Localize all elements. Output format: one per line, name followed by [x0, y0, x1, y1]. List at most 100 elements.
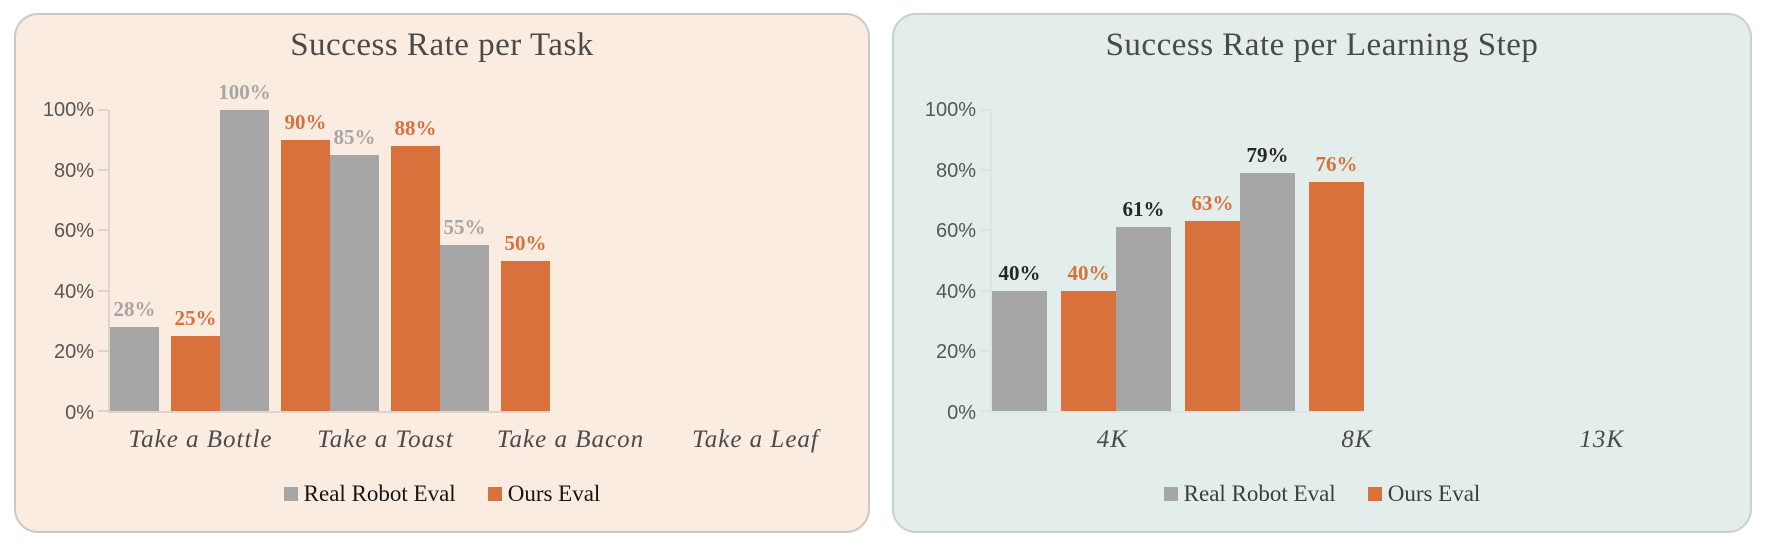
y-axis-tick-20 — [980, 349, 990, 352]
y-axis-tick-80 — [98, 169, 108, 172]
y-tick-label-20: 20% — [53, 341, 94, 364]
bar-rect-ours-eval-take-a-bacon — [391, 146, 440, 411]
bar-value-label-real-robot-eval-13k: 79% — [1246, 143, 1289, 168]
y-tick-label-80: 80% — [53, 159, 94, 182]
x-axis-labels: Take a Bottle Take a Toast Take a Bacon Tak… — [16, 425, 868, 455]
x-label-take-a-bacon: Take a Bacon — [496, 426, 645, 453]
legend-item-ours-eval: Ours Eval — [1367, 481, 1481, 507]
y-tick-label-20: 20% — [935, 341, 976, 364]
bar-value-label-real-robot-eval-take-a-bottle: 28% — [113, 296, 156, 321]
bar-group-take-a-toast: 100% 90% — [218, 81, 330, 411]
x-label-end-spacer — [848, 425, 868, 455]
bar-rect-real-robot-eval-take-a-toast — [220, 110, 269, 411]
y-tick-label-40: 40% — [935, 280, 976, 303]
plot-area: 40% 40% 61% 63% 79% 76% — [980, 109, 1364, 413]
x-label-spacer — [16, 425, 108, 455]
y-tick-label-80: 80% — [935, 159, 976, 182]
y-tick-label-60: 60% — [935, 220, 976, 243]
bar-ours-eval-13k: 76% — [1309, 110, 1364, 411]
chart-row: 0% 20% 40% 60% 80% 100% 28% 25% 100% 90% 85% 88% 55%… — [16, 81, 868, 424]
bar-value-label-real-robot-eval-take-a-bacon: 85% — [333, 125, 376, 150]
y-axis-tick-40 — [980, 289, 990, 292]
chart-body-task: 0% 20% 40% 60% 80% 100% 28% 25% 100% 90% 85% 88% 55%… — [16, 65, 868, 531]
bar-real-robot-eval-take-a-bacon: 85% — [330, 110, 379, 411]
legend-swatch-ours-eval — [1367, 487, 1382, 501]
bar-value-label-real-robot-eval-take-a-leaf: 55% — [443, 215, 486, 240]
legend-swatch-ours-eval — [487, 487, 502, 501]
y-tick-label-100: 100% — [924, 99, 976, 121]
x-label-spacer — [894, 425, 990, 455]
legend: Real Robot Eval Ours Eval — [894, 481, 1750, 507]
y-tick-label-40: 40% — [53, 280, 94, 303]
legend-swatch-real-robot-eval — [283, 487, 298, 501]
plot-area: 28% 25% 100% 90% 85% 88% 55% 50% — [98, 81, 550, 413]
y-tick-label-0: 0% — [65, 402, 94, 424]
bar-ours-eval-8k: 63% — [1185, 110, 1240, 411]
y-axis-tick-100 — [98, 109, 108, 111]
legend-swatch-real-robot-eval — [1163, 487, 1178, 501]
legend-item-real-robot-eval: Real Robot Eval — [1163, 481, 1336, 507]
y-tick-label-60: 60% — [53, 220, 94, 243]
bar-group-8k: 61% 63% — [1116, 110, 1240, 411]
y-axis-tick-0 — [980, 410, 990, 412]
bar-value-label-ours-eval-4k: 40% — [1067, 260, 1110, 285]
bar-real-robot-eval-take-a-leaf: 55% — [440, 110, 489, 411]
chart-body-learning-step: 0% 20% 40% 60% 80% 100% 40% 40% 61% 63% 79% 76% 4K 8K… — [894, 65, 1750, 531]
bar-value-label-ours-eval-8k: 63% — [1191, 191, 1234, 216]
y-axis: 0% 20% 40% 60% 80% 100% — [16, 99, 108, 424]
bar-ours-eval-take-a-bottle: 25% — [171, 110, 220, 411]
bar-ours-eval-take-a-leaf: 50% — [501, 110, 550, 411]
bar-value-label-ours-eval-take-a-bacon: 88% — [394, 116, 437, 141]
legend-label-real-robot-eval: Real Robot Eval — [1183, 481, 1336, 506]
bar-rect-ours-eval-4k — [1061, 290, 1116, 411]
bar-value-label-real-robot-eval-8k: 61% — [1122, 197, 1165, 222]
y-axis-tick-0 — [98, 410, 108, 412]
y-axis-tick-60 — [980, 229, 990, 232]
bar-rect-real-robot-eval-take-a-bacon — [330, 155, 379, 411]
chart-panel-success-per-task: Success Rate per Task 0% 20% 40% 60% 80% 100%… — [14, 13, 870, 533]
x-label-take-a-toast: Take a Toast — [317, 426, 454, 453]
bar-real-robot-eval-13k: 79% — [1240, 110, 1295, 411]
x-label-take-a-bottle: Take a Bottle — [128, 426, 273, 453]
bar-ours-eval-take-a-toast: 90% — [281, 110, 330, 411]
y-axis-tick-20 — [98, 349, 108, 352]
bar-value-label-real-robot-eval-4k: 40% — [998, 260, 1041, 285]
bar-real-robot-eval-take-a-bottle: 28% — [110, 110, 159, 411]
x-label-8k: 8K — [1341, 426, 1373, 453]
bar-ours-eval-4k: 40% — [1061, 110, 1116, 411]
bar-real-robot-eval-take-a-toast: 100% — [218, 81, 271, 411]
bar-rect-ours-eval-take-a-leaf — [501, 260, 550, 411]
legend-label-real-robot-eval: Real Robot Eval — [303, 481, 456, 506]
bar-value-label-real-robot-eval-take-a-toast: 100% — [218, 80, 271, 104]
bar-real-robot-eval-8k: 61% — [1116, 110, 1171, 411]
bar-value-label-ours-eval-take-a-bottle: 25% — [174, 305, 217, 330]
x-axis-labels: 4K 8K 13K — [894, 425, 1750, 455]
bar-value-label-ours-eval-take-a-toast: 90% — [284, 110, 327, 135]
chart-row: 0% 20% 40% 60% 80% 100% 40% 40% 61% 63% 79% 76% — [894, 99, 1750, 424]
chart-panel-success-per-learning-step: Success Rate per Learning Step 0% 20% 40% 6… — [892, 13, 1752, 533]
x-label-end-spacer — [1724, 425, 1750, 455]
legend-item-ours-eval: Ours Eval — [487, 481, 601, 507]
chart-title-task: Success Rate per Task — [290, 27, 594, 63]
bar-group-4k: 40% 40% — [992, 110, 1116, 411]
y-axis-tick-100 — [980, 109, 990, 111]
y-axis-tick-40 — [98, 289, 108, 292]
bar-rect-ours-eval-take-a-bottle — [171, 335, 220, 411]
bar-rect-real-robot-eval-take-a-bottle — [110, 326, 159, 411]
bar-rect-real-robot-eval-take-a-leaf — [440, 245, 489, 411]
bar-rect-ours-eval-take-a-toast — [281, 140, 330, 411]
bar-group-take-a-leaf: 55% 50% — [440, 110, 550, 411]
bar-group-take-a-bacon: 85% 88% — [330, 110, 440, 411]
y-tick-label-0: 0% — [947, 402, 976, 424]
x-label-13k: 13K — [1579, 426, 1625, 453]
x-label-4k: 4K — [1096, 426, 1128, 453]
y-axis-tick-60 — [98, 229, 108, 232]
bar-real-robot-eval-4k: 40% — [992, 110, 1047, 411]
x-label-take-a-leaf: Take a Leaf — [692, 426, 819, 453]
legend-label-ours-eval: Ours Eval — [507, 481, 601, 506]
y-axis-tick-80 — [980, 169, 990, 172]
chart-title-learning-step: Success Rate per Learning Step — [1105, 27, 1539, 63]
bar-group-13k: 79% 76% — [1240, 110, 1364, 411]
legend-label-ours-eval: Ours Eval — [1387, 481, 1481, 506]
